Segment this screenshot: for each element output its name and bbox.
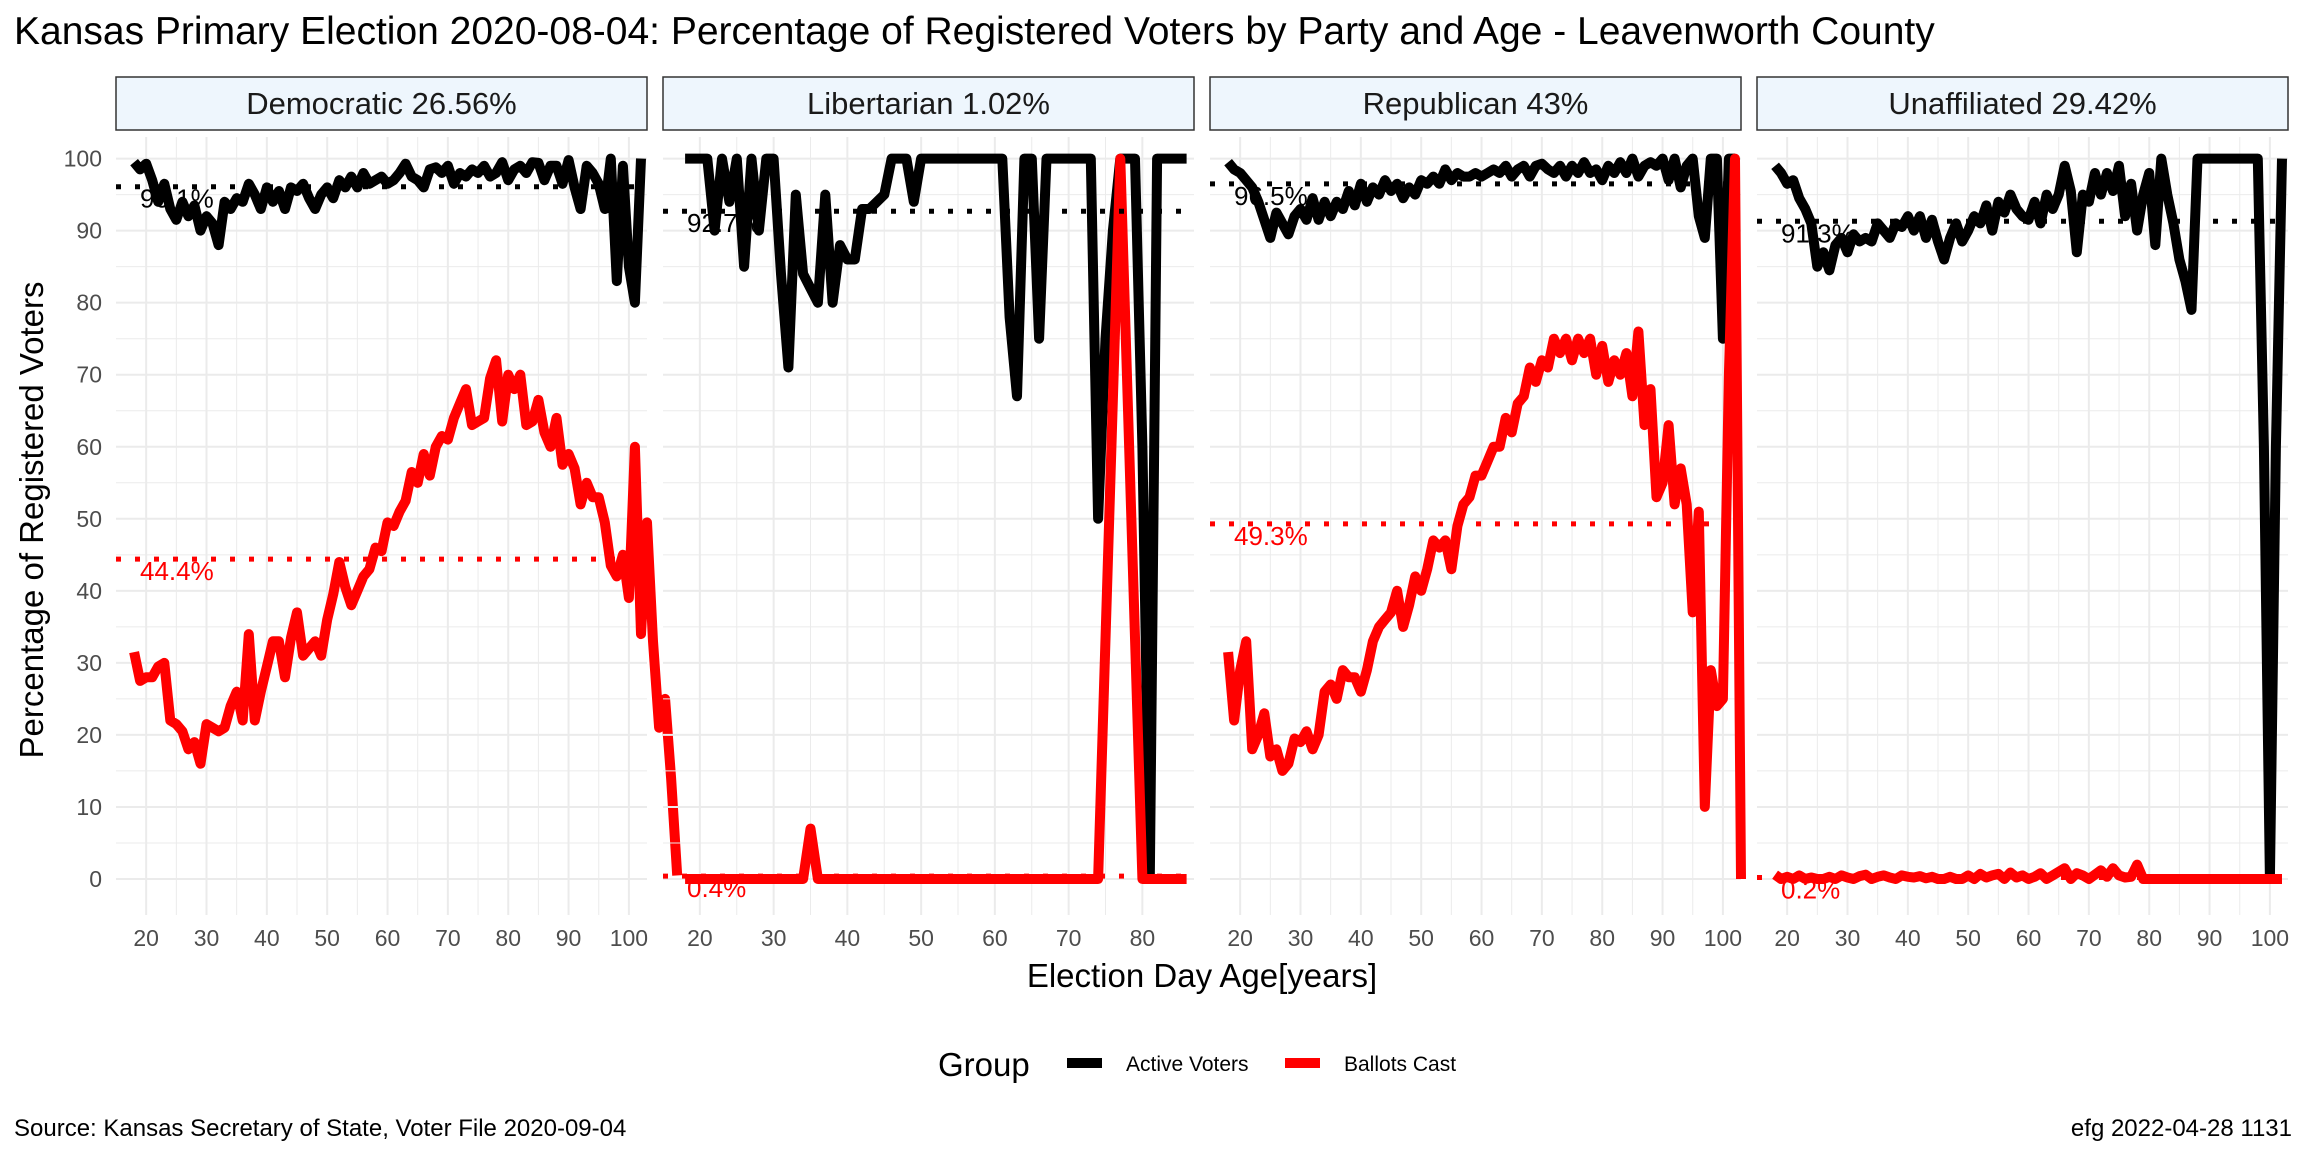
ballots-cast-line <box>1223 153 1746 880</box>
y-tick-label: 10 <box>76 794 102 820</box>
source-caption: Source: Kansas Secretary of State, Voter… <box>14 1115 626 1142</box>
chart-title: Kansas Primary Election 2020-08-04: Perc… <box>14 10 1935 53</box>
legend-label-active: Active Voters <box>1126 1053 1249 1076</box>
x-tick-label: 50 <box>908 925 934 951</box>
y-tick-label: 30 <box>76 650 102 676</box>
facet-strip-title: Libertarian 1.02% <box>807 86 1050 121</box>
y-tick-label: 40 <box>76 578 102 604</box>
facet-strip <box>662 76 1195 131</box>
active-voters-line <box>685 153 1187 884</box>
legend-title: Group <box>938 1046 1030 1083</box>
y-tick-label: 20 <box>76 722 102 748</box>
x-tick-label: 20 <box>133 925 159 951</box>
x-tick-label: 40 <box>1348 925 1374 951</box>
legend: Group Active Voters Ballots Cast <box>938 1046 1456 1083</box>
x-tick-label: 50 <box>314 925 340 951</box>
x-tick-label: 50 <box>1955 925 1981 951</box>
x-tick-label: 100 <box>610 925 648 951</box>
active-voters-line <box>1771 153 2287 884</box>
facet-panel-4: Unaffiliated 29.42% 20 30 40 50 60 70 80 90 100 91… <box>1756 76 2289 951</box>
x-tick-label: 60 <box>982 925 1008 951</box>
facet-strip <box>1756 76 2289 131</box>
x-tick-label: 20 <box>1227 925 1253 951</box>
y-tick-label: 100 <box>64 146 102 172</box>
facet-strip-title: Unaffiliated 29.42% <box>1888 86 2156 121</box>
ballots-cast-mean-label: 0.4% <box>687 873 746 903</box>
active-voters-mean-label: 96.1% <box>140 184 214 214</box>
x-tick-label: 70 <box>435 925 461 951</box>
x-tick-label: 80 <box>1130 925 1156 951</box>
credit-caption: efg 2022-04-28 1131 <box>2071 1115 2292 1142</box>
x-tick-label: 30 <box>1835 925 1861 951</box>
x-tick-label: 70 <box>1056 925 1082 951</box>
x-tick-label: 90 <box>2197 925 2223 951</box>
x-tick-label: 80 <box>2136 925 2162 951</box>
x-tick-label: 40 <box>835 925 861 951</box>
legend-label-ballots: Ballots Cast <box>1344 1053 1456 1076</box>
y-tick-label: 50 <box>76 506 102 532</box>
x-tick-label: 70 <box>2076 925 2102 951</box>
ballots-cast-mean-label: 0.2% <box>1781 875 1840 905</box>
facet-panels: Democratic 26.56% 20 30 40 50 60 70 80 90 100 0 10 2… <box>64 76 2289 951</box>
x-tick-label: 20 <box>687 925 713 951</box>
x-tick-label: 90 <box>556 925 582 951</box>
y-tick-label: 0 <box>89 866 102 892</box>
ballots-cast-mean-label: 44.4% <box>140 556 214 586</box>
x-tick-label: 40 <box>254 925 280 951</box>
x-tick-label: 60 <box>2016 925 2042 951</box>
x-tick-label: 80 <box>495 925 521 951</box>
x-tick-label: 40 <box>1895 925 1921 951</box>
x-tick-label: 30 <box>761 925 787 951</box>
x-axis-label: Election Day Age[years] <box>1027 957 1377 994</box>
facet-strip-title: Democratic 26.56% <box>246 86 517 121</box>
y-axis-label: Percentage of Registered Voters <box>13 282 50 759</box>
x-tick-label: 70 <box>1529 925 1555 951</box>
x-tick-label: 100 <box>1704 925 1742 951</box>
active-voters-line <box>1224 153 1735 344</box>
active-voters-mean-label: 92.7% <box>687 208 761 238</box>
x-tick-label: 20 <box>1774 925 1800 951</box>
facet-strip <box>115 76 648 131</box>
facet-panel-2: Libertarian 1.02% 20 30 40 50 60 70 80 92.7% 0.4% <box>662 76 1195 951</box>
x-tick-label: 30 <box>1288 925 1314 951</box>
ballots-cast-line <box>129 355 683 876</box>
x-tick-label: 50 <box>1408 925 1434 951</box>
x-tick-label: 100 <box>2251 925 2289 951</box>
x-tick-label: 90 <box>1650 925 1676 951</box>
y-tick-label: 70 <box>76 362 102 388</box>
y-tick-label: 80 <box>76 290 102 316</box>
y-tick-label: 90 <box>76 218 102 244</box>
active-voters-mean-label: 96.5% <box>1234 181 1308 211</box>
ballots-cast-mean-label: 49.3% <box>1234 521 1308 551</box>
facet-panel-1: Democratic 26.56% 20 30 40 50 60 70 80 90 100 0 10 2… <box>64 76 683 951</box>
facet-strip <box>1209 76 1742 131</box>
y-tick-label: 60 <box>76 434 102 460</box>
x-tick-label: 30 <box>194 925 220 951</box>
x-tick-label: 60 <box>1469 925 1495 951</box>
x-tick-label: 60 <box>375 925 401 951</box>
facet-strip-title: Republican 43% <box>1363 86 1589 121</box>
active-voters-mean-label: 91.3% <box>1781 218 1855 248</box>
facet-panel-3: Republican 43% 20 30 40 50 60 70 80 90 100 96.5% 49… <box>1209 76 1746 951</box>
active-voters-line <box>130 153 646 308</box>
ballots-cast-line <box>685 153 1187 884</box>
x-tick-label: 80 <box>1589 925 1615 951</box>
